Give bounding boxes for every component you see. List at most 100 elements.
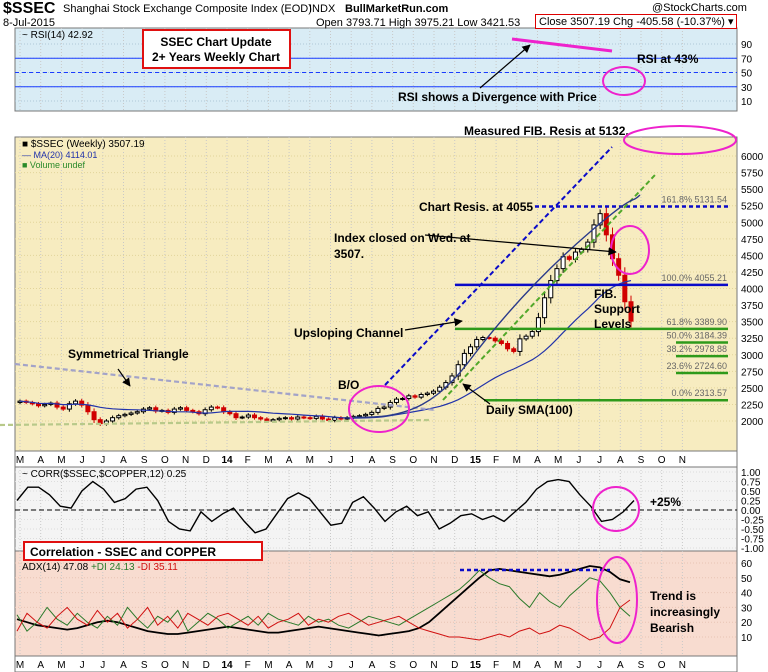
candle-body (363, 413, 369, 417)
fib-level-label: 38.2% 2978.88 (666, 344, 727, 354)
symbol-title: $SSEC (3, 0, 56, 17)
candle-body (461, 352, 467, 366)
chart-resis-label: Chart Resis. at 4055 (419, 200, 533, 214)
divergence-label: RSI shows a Divergence with Price (398, 90, 597, 104)
candle-body (628, 301, 634, 322)
candle-body (369, 411, 375, 415)
corr-tick-label: 0.50 (741, 487, 761, 498)
month-tick-label: J (328, 660, 333, 671)
fib-level-label: 100.0% 4055.21 (661, 273, 727, 283)
month-tick-label: 14 (221, 455, 233, 466)
candle-body (264, 418, 270, 422)
price-tick-label: 2250 (741, 400, 764, 411)
month-tick-label: A (369, 660, 376, 671)
candle-body (554, 268, 560, 282)
candle-body (245, 414, 251, 418)
fib-support-label: Support (594, 302, 640, 316)
candle-body (424, 392, 430, 395)
month-tick-label: F (245, 455, 251, 466)
price-tick-label: 6000 (741, 152, 764, 163)
volume-legend: ■ Volume undef (22, 160, 85, 170)
adx-tick-label: 30 (741, 603, 753, 614)
triangle-upper-line (14, 362, 436, 412)
month-tick-label: N (182, 660, 189, 671)
price-tick-label: 4250 (741, 268, 764, 279)
month-tick-label: M (16, 660, 24, 671)
x-axis-strip-top (14, 450, 738, 468)
month-tick-label: N (182, 455, 189, 466)
month-tick-label: F (493, 455, 499, 466)
adx-legend: ADX(14) 47.08 +DI 24.13 -DI 35.11 (22, 562, 178, 573)
month-tick-label: J (597, 660, 602, 671)
candle-body (177, 407, 183, 410)
price-tick-label: 5500 (741, 185, 764, 196)
month-tick-label: A (286, 455, 293, 466)
adx-tick-label: 60 (741, 559, 753, 570)
adx-tick-label: 50 (741, 574, 753, 585)
corr-tick-label: 0.00 (741, 506, 761, 517)
month-tick-label: D (451, 455, 458, 466)
month-tick-label: A (120, 455, 127, 466)
rsi-tick-label: 10 (741, 97, 753, 108)
fib-level-label: 0.0% 2313.57 (671, 388, 727, 398)
price-tick-label: 4750 (741, 235, 764, 246)
corr-tick-label: -0.25 (741, 516, 764, 527)
month-tick-label: S (638, 660, 645, 671)
month-tick-label: A (37, 660, 44, 671)
candle-body (548, 280, 554, 299)
month-tick-label: A (617, 455, 624, 466)
candle-body (202, 409, 208, 415)
month-tick-label: O (161, 455, 169, 466)
month-tick-label: 15 (470, 660, 482, 671)
candle-body (406, 395, 412, 399)
candle-body (412, 395, 418, 398)
candle-body (79, 400, 85, 406)
candle-body (239, 416, 245, 419)
fib-support-label: Levels (594, 317, 632, 331)
month-tick-label: J (349, 660, 354, 671)
fib-support-label: FIB. (594, 287, 617, 301)
candle-body (276, 417, 282, 421)
month-tick-label: O (409, 660, 417, 671)
month-tick-label: O (161, 660, 169, 671)
fib-level-label: 61.8% 3389.90 (666, 317, 727, 327)
adx-panel (14, 550, 738, 657)
candle-body (214, 406, 220, 409)
candle-body (116, 415, 122, 419)
candle-body (597, 213, 603, 226)
candle-body (66, 403, 72, 410)
candle-body (282, 417, 288, 420)
exchange-label: INDX (309, 3, 336, 15)
trend-bearish-label: increasingly (650, 605, 720, 619)
candle-body (375, 407, 381, 413)
x-axis-strip-bottom (14, 655, 738, 672)
month-tick-label: M (57, 455, 65, 466)
month-tick-label: 15 (470, 455, 482, 466)
corr-magenta-circle (592, 486, 640, 532)
month-tick-label: D (203, 660, 210, 671)
month-tick-label: J (576, 660, 581, 671)
month-tick-label: A (286, 660, 293, 671)
title-annotation-text: SSEC Chart Update (160, 35, 272, 49)
candle-body (85, 404, 91, 413)
measured-fib-label: Measured FIB. Resis at 5132. (464, 124, 629, 138)
candle-body (319, 415, 325, 420)
candle-body (566, 256, 572, 260)
candle-body (73, 400, 79, 405)
title-annotation-text: 2+ Years Weekly Chart (152, 50, 280, 64)
month-tick-label: A (120, 660, 127, 671)
daily-sma100-line (354, 194, 641, 418)
candle-body (400, 397, 406, 400)
month-tick-label: A (37, 455, 44, 466)
candle-body (560, 256, 566, 270)
candle-body (381, 406, 387, 409)
candle-body (233, 413, 239, 419)
month-tick-label: M (57, 660, 65, 671)
month-tick-label: M (513, 660, 521, 671)
minus-di-line (16, 599, 631, 641)
price-tick-label: 5000 (741, 218, 764, 229)
corr-tick-label: 1.00 (741, 468, 761, 479)
fib-level-label: 23.6% 2724.60 (666, 361, 727, 371)
price-tick-label: 2000 (741, 417, 764, 428)
